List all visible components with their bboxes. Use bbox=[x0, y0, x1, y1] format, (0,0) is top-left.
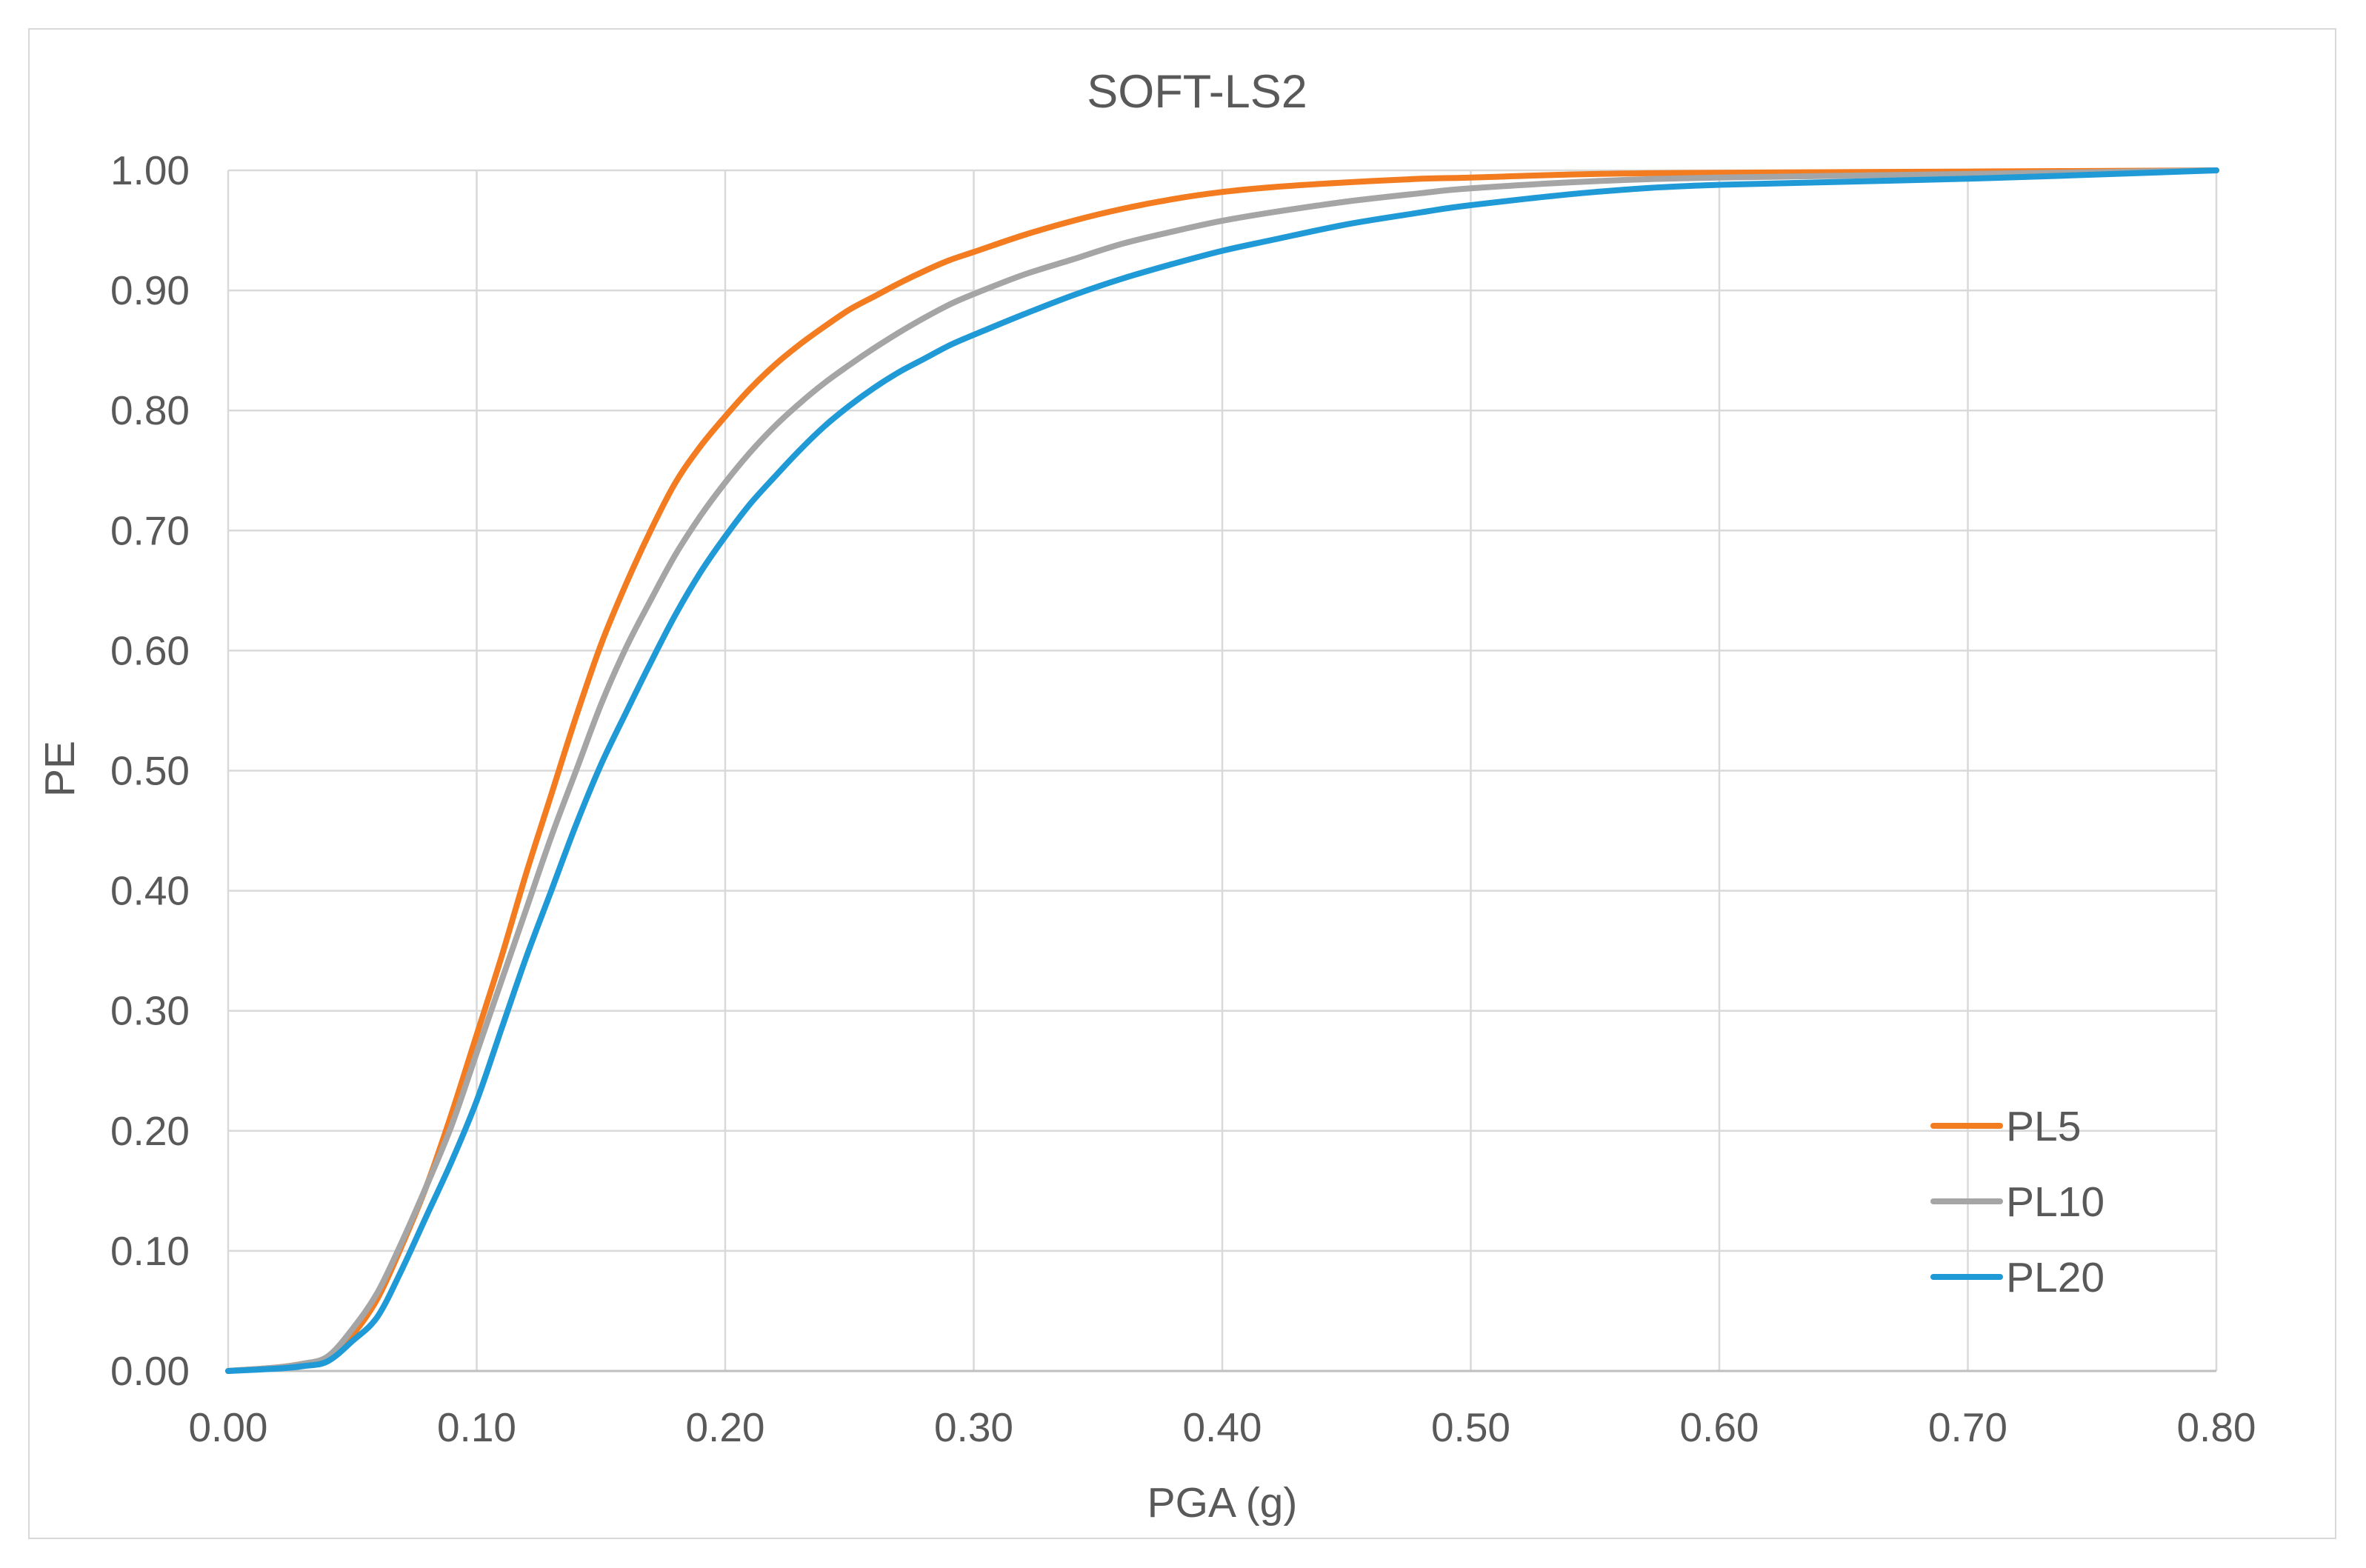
y-tick-label: 0.60 bbox=[110, 627, 190, 673]
series-lines bbox=[225, 167, 2219, 1374]
x-tick-label: 0.30 bbox=[934, 1404, 1013, 1450]
legend-label-pl20: PL20 bbox=[2006, 1254, 2105, 1301]
y-tick-label: 0.00 bbox=[110, 1348, 190, 1394]
y-tick-label: 0.80 bbox=[110, 387, 190, 433]
legend: PL5 PL10 PL20 bbox=[1930, 1103, 2105, 1301]
x-tick-label: 0.20 bbox=[685, 1404, 764, 1450]
chart-frame bbox=[28, 28, 2336, 1539]
y-tick-label: 0.10 bbox=[110, 1228, 190, 1274]
x-tick-label: 0.50 bbox=[1431, 1404, 1510, 1450]
legend-label-pl5: PL5 bbox=[2006, 1103, 2081, 1150]
legend-label-pl10: PL10 bbox=[2006, 1178, 2105, 1226]
series-line-pl20 bbox=[225, 167, 2219, 1374]
x-tick-label: 0.40 bbox=[1182, 1404, 1262, 1450]
x-tick-label: 0.70 bbox=[1928, 1404, 2007, 1450]
y-tick-label: 1.00 bbox=[110, 147, 190, 193]
x-tick-label: 0.60 bbox=[1679, 1404, 1759, 1450]
tick-labels: 0.00 0.10 0.20 0.30 0.40 0.50 0.60 0.70 0.80 0.00… bbox=[110, 147, 2256, 1450]
x-tick-label: 0.80 bbox=[2176, 1404, 2256, 1450]
axes bbox=[227, 170, 2216, 1372]
y-tick-label: 0.30 bbox=[110, 988, 190, 1034]
x-axis-title: PGA (g) bbox=[1147, 1479, 1298, 1527]
y-tick-label: 0.70 bbox=[110, 507, 190, 553]
y-tick-label: 0.40 bbox=[110, 868, 190, 914]
series-line-pl10 bbox=[225, 167, 2219, 1374]
y-axis-title: PE bbox=[36, 741, 84, 797]
chart-title: SOFT-LS2 bbox=[1087, 66, 1307, 118]
y-tick-label: 0.20 bbox=[110, 1108, 190, 1154]
series-line-pl5 bbox=[225, 167, 2219, 1374]
y-tick-label: 0.50 bbox=[110, 748, 190, 794]
gridlines bbox=[228, 169, 2218, 1371]
x-tick-label: 0.00 bbox=[188, 1404, 267, 1450]
y-tick-label: 0.90 bbox=[110, 267, 190, 313]
x-tick-label: 0.10 bbox=[437, 1404, 516, 1450]
